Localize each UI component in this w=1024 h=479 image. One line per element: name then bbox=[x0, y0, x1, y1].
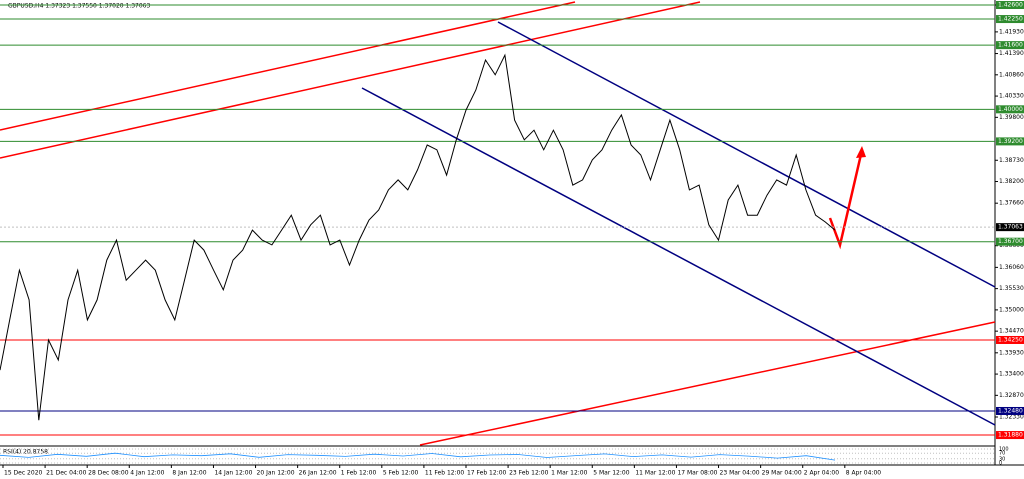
y-tick-label: 1.33930 bbox=[999, 349, 1024, 356]
level-label: 1.32480 bbox=[998, 407, 1023, 414]
trend-line bbox=[419, 321, 996, 446]
y-tick-label: 1.32870 bbox=[999, 392, 1024, 399]
x-tick-label: 4 Jan 12:00 bbox=[130, 470, 164, 477]
level-label: 1.42600 bbox=[998, 2, 1023, 9]
x-tick-label: 11 Feb 12:00 bbox=[425, 470, 465, 477]
trend-line bbox=[497, 21, 996, 288]
y-tick-label: 1.35000 bbox=[999, 306, 1024, 313]
x-tick-label: 5 Mar 12:00 bbox=[593, 470, 629, 477]
level-label: 1.39200 bbox=[998, 138, 1023, 145]
y-tick-label: 1.41930 bbox=[999, 28, 1024, 35]
x-tick-label: 29 Mar 04:00 bbox=[762, 470, 802, 477]
x-tick-label: 1 Mar 12:00 bbox=[551, 470, 587, 477]
y-tick-label: 1.33400 bbox=[999, 371, 1024, 378]
x-tick-label: 2 Apr 04:00 bbox=[804, 470, 839, 477]
current-price-label: 1.37063 bbox=[998, 224, 1023, 231]
level-tag bbox=[996, 406, 1024, 415]
x-tick-label: 21 Dec 04:00 bbox=[46, 470, 87, 477]
x-tick-label: 26 Jan 12:00 bbox=[299, 470, 337, 477]
rsi-tick-label: 30 bbox=[999, 456, 1005, 462]
arrow-head bbox=[856, 146, 866, 158]
price-line bbox=[0, 53, 836, 421]
level-label: 1.36700 bbox=[998, 238, 1023, 245]
x-tick-label: 8 Apr 04:00 bbox=[846, 470, 881, 477]
trend-line bbox=[0, 1, 576, 131]
y-tick-label: 1.41390 bbox=[999, 50, 1024, 57]
rsi-tick-label: 100 bbox=[999, 447, 1009, 453]
level-tag bbox=[996, 41, 1024, 50]
level-label: 1.31880 bbox=[998, 432, 1023, 439]
level-label: 1.41600 bbox=[998, 42, 1023, 49]
x-tick-label: 17 Mar 08:00 bbox=[677, 470, 717, 477]
y-tick-label: 1.40860 bbox=[999, 71, 1024, 78]
y-tick-label: 1.36060 bbox=[999, 264, 1024, 271]
x-tick-label: 17 Feb 12:00 bbox=[467, 470, 507, 477]
x-tick-label: 20 Jan 12:00 bbox=[257, 470, 295, 477]
y-tick-label: 1.37660 bbox=[999, 200, 1024, 207]
current-price-tag bbox=[996, 223, 1024, 232]
level-label: 1.42250 bbox=[998, 16, 1023, 23]
level-tag bbox=[996, 431, 1024, 440]
trend-line bbox=[361, 87, 996, 426]
x-tick-label: 15 Dec 2020 bbox=[4, 470, 43, 477]
x-tick-label: 11 Mar 12:00 bbox=[635, 470, 675, 477]
level-tag bbox=[996, 15, 1024, 24]
y-tick-label: 1.38730 bbox=[999, 157, 1024, 164]
x-tick-label: 23 Mar 04:00 bbox=[720, 470, 760, 477]
y-tick-label: 1.40330 bbox=[999, 93, 1024, 100]
x-tick-label: 14 Jan 12:00 bbox=[214, 470, 252, 477]
x-tick-label: 23 Feb 12:00 bbox=[509, 470, 549, 477]
level-tag bbox=[996, 1, 1024, 10]
rsi-line bbox=[0, 452, 836, 461]
rsi-tick-label: 70 bbox=[999, 451, 1005, 457]
level-tag bbox=[996, 105, 1024, 114]
x-tick-label: 1 Feb 12:00 bbox=[341, 470, 377, 477]
level-tag bbox=[996, 237, 1024, 246]
trend-lines bbox=[0, 1, 996, 446]
x-tick-label: 8 Jan 12:00 bbox=[172, 470, 206, 477]
trend-line bbox=[0, 1, 701, 159]
rsi-tick-label: 0 bbox=[999, 461, 1002, 467]
y-tick-label: 1.38200 bbox=[999, 178, 1024, 185]
level-tag bbox=[996, 335, 1024, 344]
y-tick-label: 1.34470 bbox=[999, 328, 1024, 335]
level-label: 1.34250 bbox=[998, 336, 1023, 343]
y-tick-label: 1.39800 bbox=[999, 114, 1024, 121]
level-label: 1.40000 bbox=[998, 106, 1023, 113]
x-tick-label: 5 Feb 12:00 bbox=[383, 470, 419, 477]
x-tick-label: 28 Dec 08:00 bbox=[88, 470, 129, 477]
y-tick-label: 1.36600 bbox=[999, 242, 1024, 249]
y-tick-label: 1.35530 bbox=[999, 285, 1024, 292]
rsi-title: RSI(4) 20.8758 bbox=[3, 449, 48, 456]
chart-title: GBPUSD,H4 1.37323 1.37550 1.37020 1.3706… bbox=[8, 3, 150, 10]
y-tick-label: 1.32330 bbox=[999, 413, 1024, 420]
level-tag bbox=[996, 137, 1024, 146]
